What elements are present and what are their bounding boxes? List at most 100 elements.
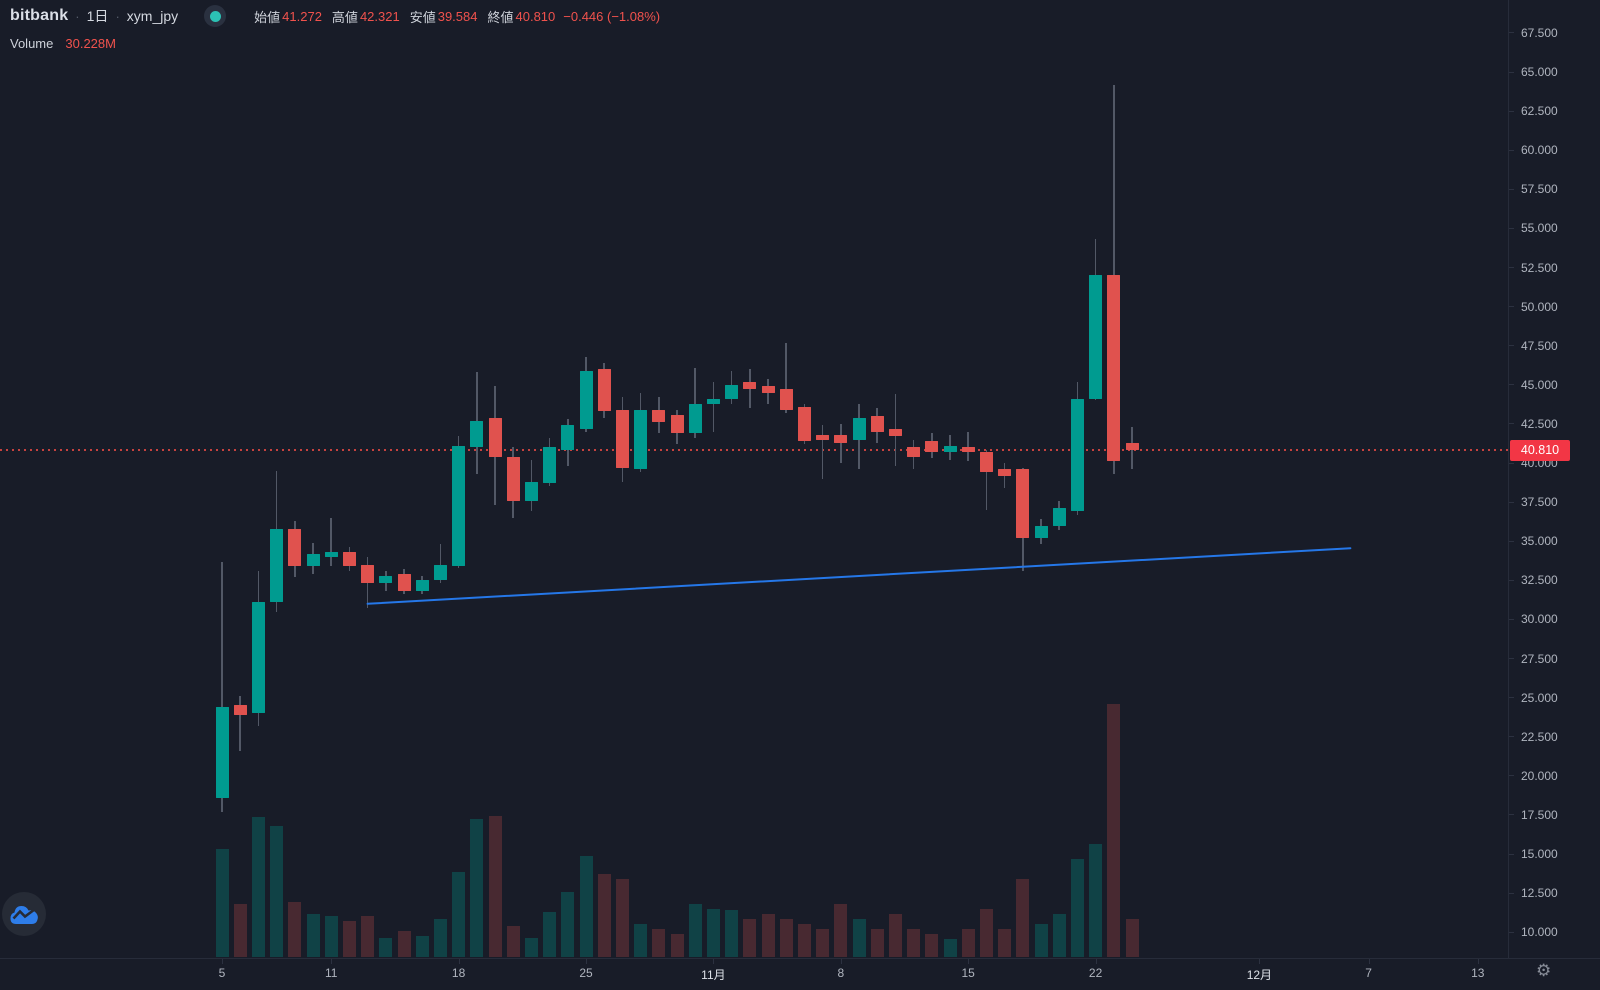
exchange-name[interactable]: bitbank bbox=[10, 7, 69, 24]
candle[interactable] bbox=[288, 528, 302, 567]
candle[interactable] bbox=[379, 575, 393, 584]
volume-bar bbox=[470, 818, 484, 957]
candle[interactable] bbox=[925, 441, 939, 453]
candle[interactable] bbox=[797, 406, 811, 442]
candle[interactable] bbox=[579, 370, 593, 429]
candle[interactable] bbox=[215, 706, 229, 798]
volume-bar bbox=[816, 929, 830, 957]
candle[interactable] bbox=[543, 447, 557, 484]
candle[interactable] bbox=[506, 456, 520, 501]
candle[interactable] bbox=[688, 403, 702, 434]
volume-bar bbox=[361, 915, 375, 957]
ohlc-legend: 始値 41.272 高値 42.321 安値 39.584 終値 40.810 −0.4… bbox=[244, 7, 660, 26]
candle[interactable] bbox=[397, 574, 411, 592]
candle[interactable] bbox=[233, 705, 247, 715]
close-value: 40.810 bbox=[515, 8, 556, 24]
candle[interactable] bbox=[1089, 275, 1103, 399]
candle[interactable] bbox=[943, 445, 957, 453]
price-chart-canvas[interactable]: bitbank · 1日 · xym_jpy 始値 41.272 高値 42.321… bbox=[0, 0, 1508, 958]
price-axis-tick bbox=[1509, 462, 1514, 464]
candle[interactable] bbox=[1070, 398, 1084, 512]
price-axis-label: 42.500 bbox=[1521, 416, 1558, 431]
volume-bar bbox=[397, 930, 411, 957]
candle[interactable] bbox=[342, 552, 356, 567]
candle[interactable] bbox=[470, 420, 484, 448]
candle[interactable] bbox=[597, 369, 611, 412]
price-axis-tick bbox=[1509, 579, 1514, 581]
candle[interactable] bbox=[961, 447, 975, 453]
price-axis-label: 32.500 bbox=[1521, 573, 1558, 588]
open-label: 始値 bbox=[254, 9, 281, 25]
candle[interactable] bbox=[615, 409, 629, 468]
candle[interactable] bbox=[743, 381, 757, 390]
time-axis-label: 11 bbox=[324, 966, 338, 980]
volume-bar bbox=[743, 919, 757, 957]
interval-label[interactable]: 1日 bbox=[86, 8, 109, 24]
volume-bar bbox=[1089, 843, 1103, 957]
candle[interactable] bbox=[834, 434, 848, 443]
candle[interactable] bbox=[888, 428, 902, 437]
candle[interactable] bbox=[270, 528, 284, 603]
candle[interactable] bbox=[251, 602, 265, 714]
candle[interactable] bbox=[979, 452, 993, 473]
candle[interactable] bbox=[998, 469, 1012, 476]
tradingview-logo[interactable] bbox=[2, 892, 46, 936]
candle[interactable] bbox=[761, 386, 775, 393]
candle[interactable] bbox=[361, 564, 375, 584]
price-axis[interactable]: 40.810 67.500 65.000 62.500 60.000 57.500 55.… bbox=[1508, 0, 1600, 958]
price-axis-tick bbox=[1509, 345, 1514, 347]
axis-settings-gear-icon[interactable]: ⚙ bbox=[1536, 961, 1552, 980]
candle[interactable] bbox=[433, 564, 447, 581]
price-axis-tick bbox=[1509, 149, 1514, 151]
candle[interactable] bbox=[524, 481, 538, 501]
price-axis-tick bbox=[1509, 267, 1514, 268]
candle[interactable] bbox=[324, 552, 338, 557]
symbol-pair[interactable]: xym_jpy bbox=[126, 8, 179, 24]
trendline[interactable] bbox=[366, 547, 1352, 605]
volume-bar bbox=[524, 938, 538, 957]
volume-bar bbox=[634, 924, 648, 957]
last-price-tag: 40.810 bbox=[1510, 439, 1570, 461]
candle[interactable] bbox=[816, 434, 830, 440]
candle[interactable] bbox=[1107, 275, 1121, 462]
candle[interactable] bbox=[1034, 525, 1048, 539]
time-axis-tick bbox=[1095, 959, 1097, 964]
candle[interactable] bbox=[1016, 469, 1030, 539]
candle[interactable] bbox=[870, 416, 884, 432]
volume-bar bbox=[870, 929, 884, 957]
volume-bar bbox=[670, 934, 684, 957]
volume-bar bbox=[979, 909, 993, 957]
price-axis-label: 57.500 bbox=[1521, 182, 1558, 197]
price-axis-tick bbox=[1509, 618, 1514, 620]
volume-label[interactable]: Volume bbox=[10, 36, 54, 51]
candle[interactable] bbox=[634, 409, 648, 470]
volume-bar bbox=[561, 891, 575, 957]
series-marker-icon[interactable] bbox=[204, 5, 227, 27]
candle[interactable] bbox=[907, 447, 921, 457]
candle[interactable] bbox=[706, 398, 720, 404]
volume-bar bbox=[1107, 704, 1121, 957]
time-axis-tick bbox=[968, 959, 970, 964]
volume-bar bbox=[233, 904, 247, 957]
time-axis-tick bbox=[1477, 959, 1479, 964]
candle[interactable] bbox=[1125, 443, 1139, 451]
volume-bar bbox=[1125, 919, 1139, 957]
candle[interactable] bbox=[415, 580, 429, 592]
candle[interactable] bbox=[725, 384, 739, 399]
close-label: 終値 bbox=[487, 9, 514, 25]
candle-wick bbox=[821, 425, 824, 479]
candle[interactable] bbox=[779, 389, 793, 410]
candle[interactable] bbox=[306, 553, 320, 567]
candle[interactable] bbox=[652, 409, 666, 423]
time-axis-tick bbox=[222, 959, 223, 964]
chart-legend: bitbank · 1日 · xym_jpy 始値 41.272 高値 42.321… bbox=[10, 5, 660, 27]
time-axis[interactable]: 5 11 18 25 11月 8 15 22 12月 7 13 bbox=[0, 958, 1600, 990]
candle[interactable] bbox=[852, 417, 866, 440]
candle[interactable] bbox=[670, 414, 684, 434]
candle[interactable] bbox=[561, 425, 575, 451]
candle[interactable] bbox=[488, 417, 502, 457]
candle[interactable] bbox=[1052, 508, 1066, 526]
candle[interactable] bbox=[452, 445, 466, 567]
mountain-chart-icon bbox=[10, 905, 38, 924]
drawing-layer bbox=[366, 547, 1352, 605]
